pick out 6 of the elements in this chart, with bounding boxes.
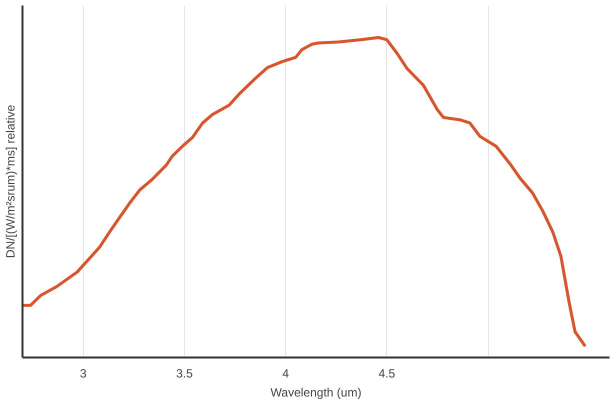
x-tick-label: 4.5 bbox=[378, 366, 396, 380]
x-tick-label: 3.5 bbox=[176, 366, 194, 380]
x-tick-label: 4 bbox=[282, 366, 290, 380]
x-tick-label: 3 bbox=[80, 366, 87, 380]
x-axis-title: Wavelength (um) bbox=[270, 386, 362, 400]
y-axis-title: DN/[(W/m²srum)*ms] relative bbox=[4, 104, 18, 258]
